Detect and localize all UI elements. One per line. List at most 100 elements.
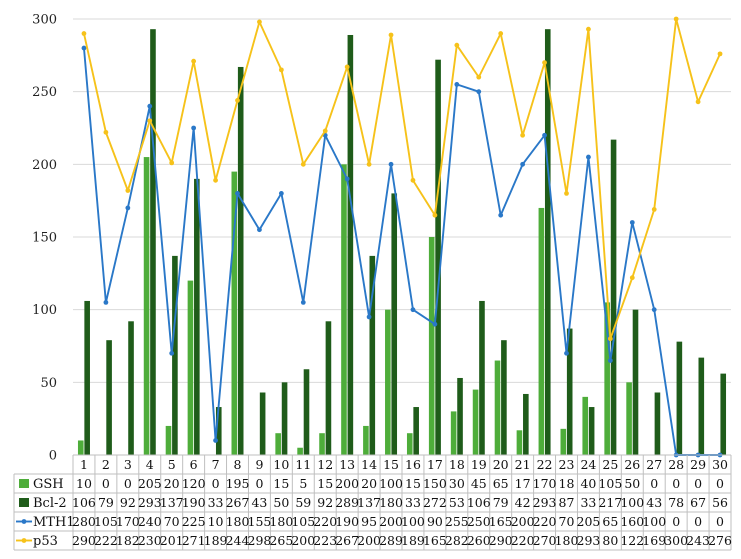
lines (81, 16, 723, 458)
data-label-bcl-2: 43 (646, 495, 662, 510)
data-label-gsh: 15 (405, 476, 421, 491)
x-tick-label: 18 (449, 457, 465, 472)
point-mth1 (103, 300, 109, 305)
x-tick-label: 3 (124, 457, 132, 472)
data-label-mth1: 0 (672, 514, 680, 529)
point-p53 (300, 161, 306, 167)
data-label-p53: 169 (642, 533, 666, 548)
data-label-mth1: 105 (94, 514, 118, 529)
data-label-mth1: 240 (138, 514, 162, 529)
x-tick-label: 10 (273, 457, 289, 472)
bar-bcl-2 (413, 407, 419, 455)
data-label-p53: 223 (313, 533, 337, 548)
data-label-p53: 271 (182, 533, 206, 548)
data-label-p53: 267 (335, 533, 359, 548)
bar-bcl-2 (588, 407, 595, 455)
x-tick-label: 9 (255, 457, 263, 472)
line-p53 (83, 18, 721, 340)
data-label-p53: 122 (620, 533, 644, 548)
data-label-p53: 276 (708, 533, 732, 548)
data-label-p53: 80 (602, 533, 618, 548)
point-mth1 (651, 307, 657, 313)
y-tick-label: 300 (32, 13, 57, 28)
y-axis: 0 50 100 150 200 250 300 (32, 13, 57, 464)
bar-bcl-2 (215, 407, 222, 455)
x-tick-label: 28 (668, 457, 684, 472)
bars (77, 29, 727, 456)
data-label-p53: 165 (423, 533, 447, 548)
data-label-p53: 260 (467, 533, 491, 548)
point-mth1 (498, 212, 504, 218)
bar-gsh (560, 428, 567, 455)
bar-gsh (319, 433, 325, 455)
data-label-bcl-2: 59 (295, 495, 311, 510)
data-label-mth1: 100 (401, 514, 425, 529)
data-label-mth1: 250 (467, 514, 491, 529)
point-mth1 (125, 205, 131, 211)
point-p53 (651, 206, 657, 212)
data-label-mth1: 90 (427, 514, 443, 529)
data-label-gsh: 5 (299, 476, 307, 491)
data-label-bcl-2: 180 (379, 495, 403, 510)
point-mth1 (147, 103, 153, 109)
data-label-gsh: 0 (102, 476, 110, 491)
data-label-bcl-2: 33 (580, 495, 596, 510)
data-label-p53: 290 (72, 533, 96, 548)
point-p53 (388, 32, 394, 38)
bar-bcl-2 (259, 392, 266, 455)
bar-bcl-2 (523, 393, 529, 455)
data-label-gsh: 20 (164, 476, 180, 491)
x-tick-label: 24 (580, 457, 596, 472)
data-label-gsh: 20 (361, 476, 377, 491)
data-label-mth1: 200 (511, 514, 535, 529)
x-tick-label: 20 (493, 457, 509, 472)
y-tick-label: 50 (40, 376, 57, 391)
data-label-gsh: 205 (138, 476, 162, 491)
data-label-bcl-2: 53 (449, 495, 465, 510)
data-label-mth1: 70 (559, 514, 575, 529)
data-label-bcl-2: 56 (712, 495, 728, 510)
x-tick-label: 2 (102, 457, 110, 472)
data-label-bcl-2: 267 (226, 495, 250, 510)
y-tick-label: 100 (32, 303, 57, 318)
data-label-p53: 182 (116, 533, 140, 548)
data-label-bcl-2: 272 (423, 495, 447, 510)
data-label-gsh: 100 (379, 476, 403, 491)
bar-bcl-2 (544, 29, 551, 455)
point-mth1 (586, 154, 591, 160)
point-mth1 (542, 132, 547, 138)
legend-label-gsh: GSH (33, 477, 64, 492)
point-p53 (169, 160, 175, 166)
data-label-mth1: 170 (116, 514, 140, 529)
point-p53 (366, 161, 372, 167)
point-p53 (607, 336, 613, 342)
bar-bcl-2 (654, 392, 661, 455)
data-label-gsh: 0 (212, 476, 220, 491)
bar-gsh (165, 425, 172, 455)
point-p53 (454, 42, 460, 48)
x-tick-label: 14 (361, 457, 377, 472)
point-p53 (410, 177, 416, 183)
bar-bcl-2 (457, 377, 463, 455)
data-label-p53: 189 (204, 533, 228, 548)
bar-bcl-2 (128, 321, 134, 455)
data-label-p53: 300 (664, 533, 688, 548)
data-label-mth1: 255 (445, 514, 469, 529)
bar-gsh (604, 302, 610, 455)
y-tick-label: 0 (49, 449, 57, 464)
data-label-mth1: 100 (642, 514, 666, 529)
bar-gsh (428, 237, 435, 455)
data-label-gsh: 45 (471, 476, 487, 491)
point-p53 (673, 16, 679, 22)
data-label-mth1: 95 (361, 514, 377, 529)
data-label-bcl-2: 289 (335, 495, 359, 510)
point-mth1 (235, 191, 240, 196)
data-label-bcl-2: 50 (273, 495, 289, 510)
bar-bcl-2 (720, 373, 727, 455)
y-tick-label: 200 (32, 158, 57, 173)
point-p53 (586, 26, 591, 32)
point-p53 (278, 67, 284, 73)
bar-gsh (494, 360, 501, 455)
data-label-gsh: 0 (672, 476, 680, 491)
